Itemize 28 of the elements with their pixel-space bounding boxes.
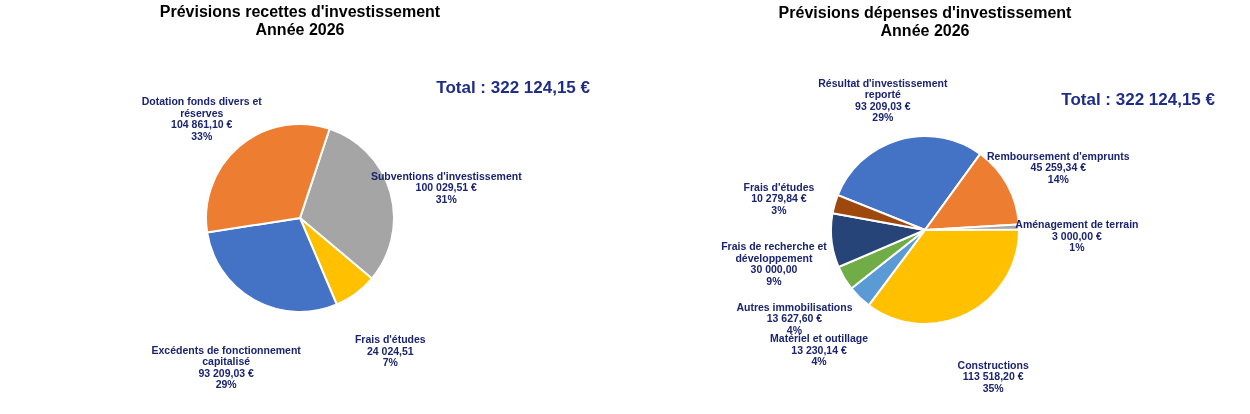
chart-title: Prévisions recettes d'investissement [159,3,441,20]
data-label: 93 209,03 € 29% [198,366,255,391]
data-label: 93 209,03 € 29% [855,99,911,124]
slice-label: Résultat d'investissement reporté [818,76,948,101]
data-label: 100 029,51 € 31% [415,181,478,205]
slice-label: Frais de recherche et développement [721,240,828,264]
chart-title: Prévisions dépenses d'investissement [778,3,1073,21]
data-label: 3 000,00 € 1% [1052,229,1102,254]
slice-label: Frais d'études [354,333,426,346]
slice-label: Autres immobilisations [736,300,853,313]
data-label: 104 861,10 € 33% [171,118,233,142]
data-label: 45 259,34 € 14% [1030,161,1087,185]
data-label: 30 000,00 9% [750,263,798,287]
data-label: 24 024,51 7% [366,344,414,369]
text: Total : 322 124,15 € [1061,90,1216,109]
data-label: 10 279,84 € 3% [751,192,807,216]
slice-label: Subventions d'investissement [370,169,523,182]
chart-subtitle: Année 2026 [880,21,970,39]
data-label: 13 230,14 € 4% [791,343,847,368]
slice-label: Remboursement d'emprunts [987,149,1130,162]
slice-label: Dotation fonds divers et réserves [141,95,263,119]
slice-label: Excédents de fonctionnement capitalisé [151,343,302,368]
data-label: 113 518,20 € 35% [962,370,1024,394]
slice-label: Aménagement de terrain [1015,218,1139,231]
slice-label: Frais d'études [743,180,815,193]
text: Total : 322 124,15 € [436,78,591,97]
chart-subtitle: Année 2026 [255,21,345,38]
slice-label: Constructions [957,358,1029,371]
